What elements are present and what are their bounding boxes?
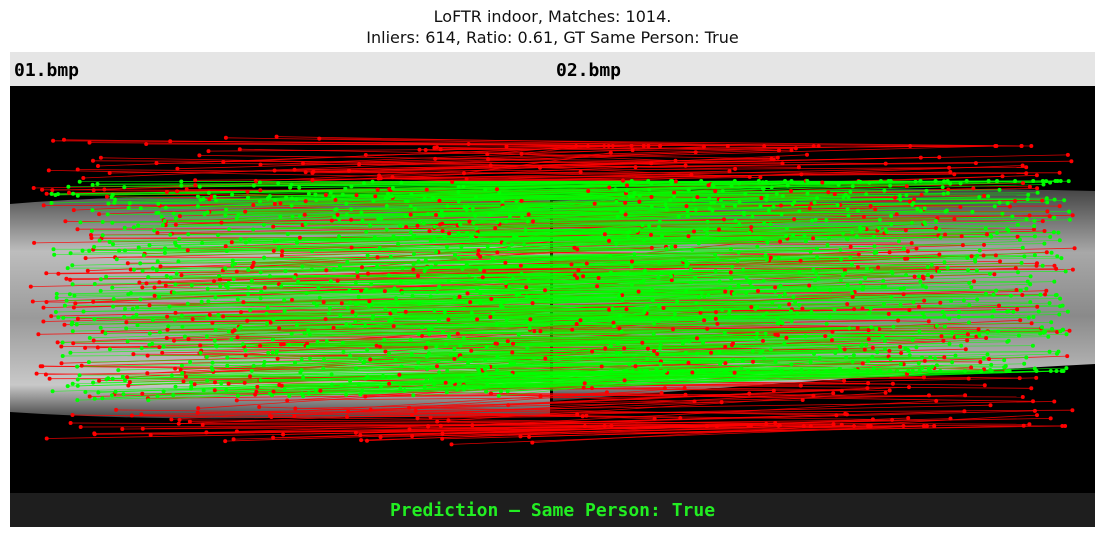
- match-visualization: [10, 134, 1095, 447]
- match-canvas: [10, 86, 1095, 493]
- match-figure: 01.bmp 02.bmp: [10, 52, 1095, 527]
- image-header-bar: 01.bmp 02.bmp: [10, 52, 1095, 86]
- figure-title: LoFTR indoor, Matches: 1014. Inliers: 61…: [0, 6, 1105, 48]
- title-line-2: Inliers: 614, Ratio: 0.61, GT Same Perso…: [366, 28, 739, 47]
- prediction-text: Prediction — Same Person: True: [389, 500, 716, 521]
- left-image-label: 01.bmp: [14, 60, 80, 81]
- right-image-label: 02.bmp: [556, 60, 622, 81]
- title-line-1: LoFTR indoor, Matches: 1014.: [433, 7, 672, 26]
- prediction-bar: Prediction — Same Person: True: [10, 493, 1095, 527]
- keypoints: [28, 134, 1077, 447]
